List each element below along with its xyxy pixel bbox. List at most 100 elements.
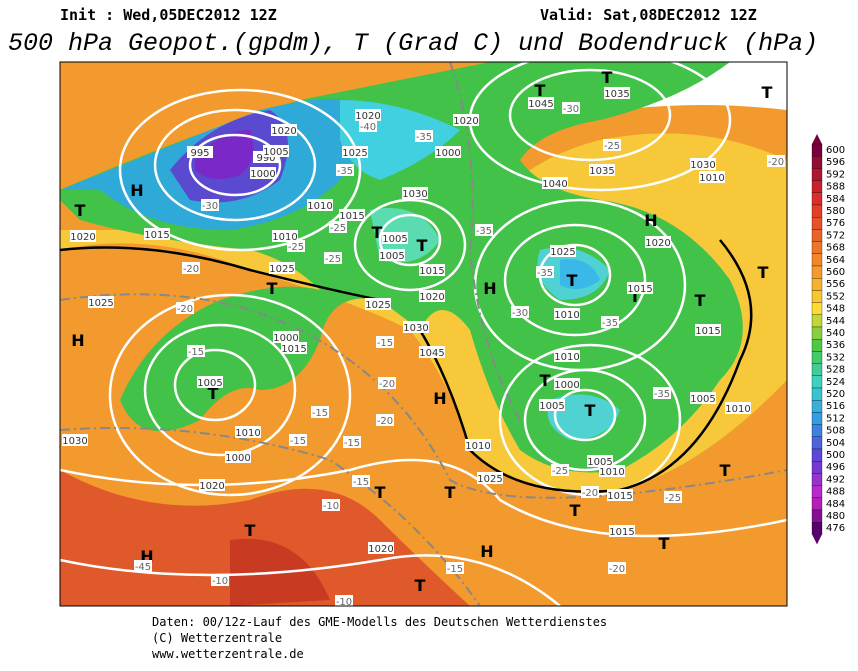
pressure-center: T bbox=[630, 287, 641, 306]
isobar-label: 1000 bbox=[273, 333, 298, 344]
pressure-center: H bbox=[71, 331, 84, 350]
colorbar-swatch bbox=[811, 241, 823, 254]
valid-time: Valid: Sat,08DEC2012 12Z bbox=[540, 6, 757, 24]
colorbar-label: 552 bbox=[826, 291, 845, 302]
footer-line: www.wetterzentrale.de bbox=[152, 647, 304, 661]
pressure-center: T bbox=[695, 291, 706, 310]
isobar-label: 1045 bbox=[528, 99, 553, 110]
init-time: Init : Wed,05DEC2012 12Z bbox=[60, 6, 277, 24]
isobar-label: 1020 bbox=[453, 116, 478, 127]
colorbar-label: 580 bbox=[826, 206, 845, 217]
isobar-label: 1015 bbox=[609, 527, 634, 538]
isobar-label: 1020 bbox=[645, 238, 670, 249]
isobar-label: 1010 bbox=[307, 201, 332, 212]
isobar-label: 1020 bbox=[271, 126, 296, 137]
isobar-label: 1005 bbox=[197, 378, 222, 389]
pressure-center: H bbox=[480, 542, 493, 561]
label-box bbox=[645, 236, 671, 248]
label-box bbox=[88, 296, 114, 308]
temperature-label: -10 bbox=[323, 501, 339, 512]
label-box bbox=[62, 434, 88, 446]
colorbar-swatch bbox=[811, 143, 823, 157]
temperature-label: -15 bbox=[353, 477, 369, 488]
label-box bbox=[699, 171, 725, 183]
label-box bbox=[271, 124, 297, 136]
isobar-label: 1025 bbox=[550, 247, 575, 258]
label-box bbox=[144, 228, 170, 240]
colorbar-label: 520 bbox=[826, 389, 845, 400]
temperature-label: -35 bbox=[337, 166, 353, 177]
isobar-label: 1020 bbox=[368, 544, 393, 555]
footer-line: Daten: 00/12z-Lauf des GME-Modells des D… bbox=[152, 615, 607, 629]
label-box bbox=[365, 298, 391, 310]
colorbar-swatch bbox=[811, 509, 823, 523]
label-box bbox=[550, 245, 576, 257]
pressure-center: T bbox=[372, 223, 383, 242]
label-box bbox=[587, 455, 613, 467]
colorbar-label: 504 bbox=[826, 438, 845, 449]
isobar-label: 1015 bbox=[627, 284, 652, 295]
label-box bbox=[182, 262, 200, 274]
label-box bbox=[289, 434, 307, 446]
colorbar-label: 568 bbox=[826, 243, 845, 254]
colorbar-label: 584 bbox=[826, 194, 845, 205]
label-box bbox=[695, 324, 721, 336]
colorbar-swatch bbox=[811, 180, 823, 193]
temperature-label: -20 bbox=[582, 488, 598, 499]
isobar-label: 1020 bbox=[70, 232, 95, 243]
map-title: 500 hPa Geopot.(gpdm), T (Grad C) und Bo… bbox=[8, 29, 818, 58]
colorbar-label: 576 bbox=[826, 218, 845, 229]
colorbar-swatch bbox=[811, 314, 823, 328]
pressure-center: T bbox=[415, 576, 426, 595]
label-box bbox=[403, 321, 429, 333]
colorbar-label: 540 bbox=[826, 328, 845, 339]
label-box bbox=[435, 146, 461, 158]
label-box bbox=[355, 109, 381, 121]
isobar-label: 1010 bbox=[599, 467, 624, 478]
pressure-center: T bbox=[567, 271, 578, 290]
isobar-label: 1030 bbox=[402, 189, 427, 200]
temperature-label: -10 bbox=[212, 576, 228, 587]
temperature-label: -15 bbox=[377, 338, 393, 349]
pressure-center: T bbox=[417, 236, 428, 255]
label-box bbox=[199, 479, 225, 491]
colorbar-label: 600 bbox=[826, 145, 845, 156]
temperature-label: -35 bbox=[602, 318, 618, 329]
temperature-label: -35 bbox=[654, 389, 670, 400]
colorbar-label: 588 bbox=[826, 182, 845, 193]
label-box bbox=[307, 199, 333, 211]
label-box bbox=[235, 426, 261, 438]
label-box bbox=[690, 158, 716, 170]
label-box bbox=[664, 491, 682, 503]
label-box bbox=[465, 439, 491, 451]
colorbar-label: 492 bbox=[826, 474, 845, 485]
temperature-label: -20 bbox=[379, 379, 395, 390]
colorbar-label: 548 bbox=[826, 304, 845, 315]
label-box bbox=[287, 240, 305, 252]
isobar-label: 1000 bbox=[554, 380, 579, 391]
pressure-center: T bbox=[208, 384, 219, 403]
colorbar-swatch bbox=[811, 461, 823, 474]
label-box bbox=[603, 139, 621, 151]
label-box bbox=[335, 595, 353, 606]
label-box bbox=[187, 146, 213, 158]
label-box bbox=[725, 402, 751, 414]
colorbar-label: 480 bbox=[826, 511, 845, 522]
temperature-label: -15 bbox=[290, 436, 306, 447]
isobar-label: 1025 bbox=[269, 264, 294, 275]
label-box bbox=[554, 378, 580, 390]
pressure-center: T bbox=[267, 279, 278, 298]
label-box bbox=[368, 542, 394, 554]
temperature-label: -25 bbox=[325, 254, 341, 265]
isobar-label: 1025 bbox=[88, 298, 113, 309]
colorbar-label: 564 bbox=[826, 255, 845, 266]
label-box bbox=[554, 350, 580, 362]
colorbar-swatch bbox=[811, 217, 823, 230]
label-box bbox=[342, 146, 368, 158]
isobar-label: 1045 bbox=[419, 348, 444, 359]
temperature-label: -20 bbox=[177, 304, 193, 315]
colorbar-swatch bbox=[811, 253, 823, 267]
colorbar-swatch bbox=[811, 351, 823, 364]
